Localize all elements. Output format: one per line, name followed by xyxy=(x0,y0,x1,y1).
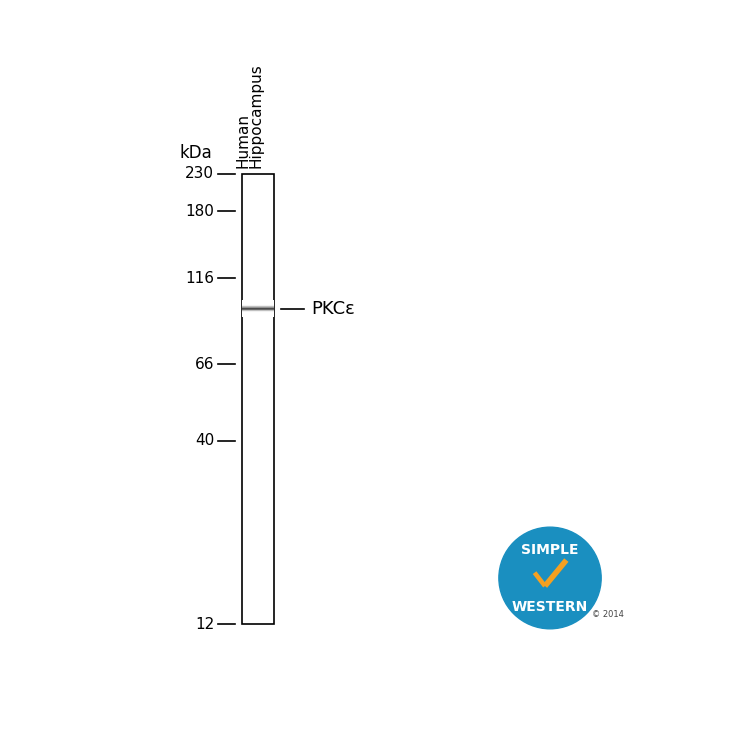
Bar xyxy=(242,303,274,304)
Bar xyxy=(242,314,274,316)
Bar xyxy=(242,301,274,302)
Text: 180: 180 xyxy=(185,204,214,219)
Bar xyxy=(242,302,274,303)
Bar xyxy=(242,305,274,307)
Text: 12: 12 xyxy=(195,616,214,632)
Bar xyxy=(242,314,274,315)
Bar xyxy=(242,303,274,304)
Bar xyxy=(242,315,274,316)
Bar xyxy=(242,300,274,301)
Bar xyxy=(242,302,274,303)
Bar xyxy=(242,312,274,313)
Bar xyxy=(242,308,274,309)
Polygon shape xyxy=(543,558,568,588)
Text: 66: 66 xyxy=(194,357,214,372)
Text: 40: 40 xyxy=(195,433,214,448)
Bar xyxy=(242,304,274,305)
Bar xyxy=(242,304,274,306)
Text: Hippocampus: Hippocampus xyxy=(249,63,264,168)
Polygon shape xyxy=(532,572,547,587)
Text: WESTERN: WESTERN xyxy=(512,601,588,614)
Bar xyxy=(242,310,274,311)
Bar xyxy=(242,312,274,314)
Bar xyxy=(242,301,274,302)
Bar xyxy=(242,174,274,624)
Bar xyxy=(242,311,274,313)
Text: Human: Human xyxy=(236,113,250,168)
Bar xyxy=(242,313,274,314)
Bar xyxy=(242,307,274,308)
Text: kDa: kDa xyxy=(179,144,212,162)
Text: 116: 116 xyxy=(185,271,214,286)
Text: © 2014: © 2014 xyxy=(592,610,624,619)
Circle shape xyxy=(499,527,602,628)
Text: 230: 230 xyxy=(185,166,214,182)
Bar xyxy=(242,309,274,310)
Bar xyxy=(242,310,274,312)
Bar xyxy=(242,307,274,308)
Text: SIMPLE: SIMPLE xyxy=(521,542,579,556)
Text: PKCε: PKCε xyxy=(311,299,355,317)
Bar xyxy=(242,306,274,307)
Bar xyxy=(242,308,274,310)
